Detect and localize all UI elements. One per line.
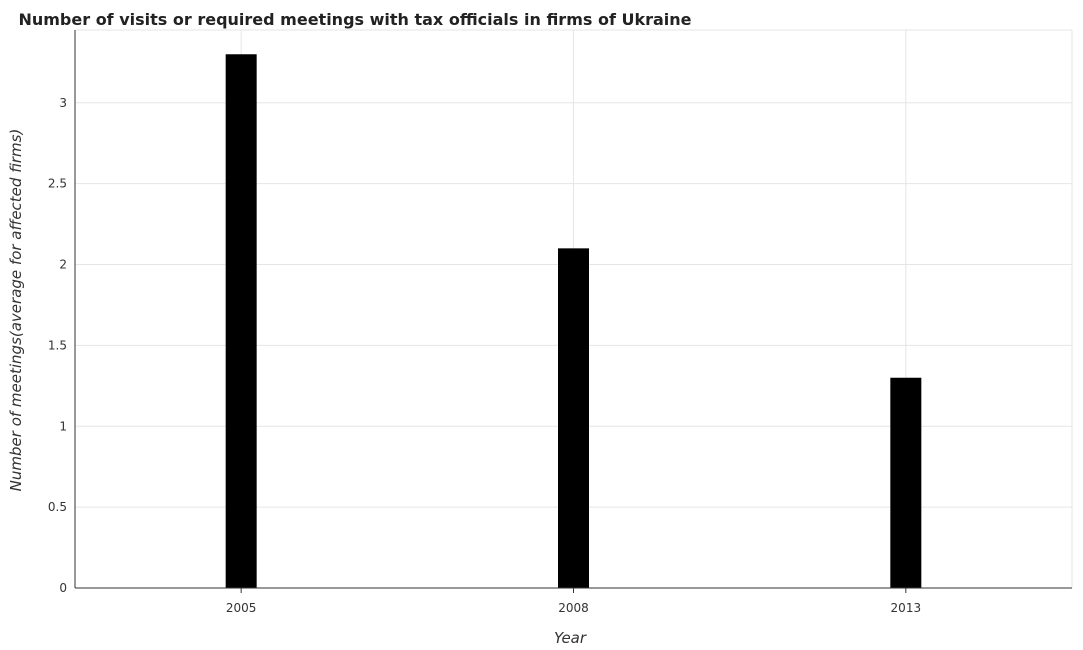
x-axis-label: Year [554,629,587,647]
bar-2008 [558,248,589,588]
x-tick-label: 2008 [558,601,589,615]
y-tick-label: 2 [59,258,67,272]
y-axis-label: Number of meetings(average for affected … [7,129,25,492]
x-tick-label: 2005 [226,601,257,615]
y-tick-label: 1.5 [48,338,67,352]
x-tick-label: 2013 [891,601,922,615]
bars [225,54,922,589]
y-tick-label: 1 [59,419,67,433]
chart-title: Number of visits or required meetings wi… [18,10,691,29]
y-tick-label: 0.5 [48,500,67,514]
y-tick-label: 0 [59,581,67,595]
bar-2005 [225,54,257,589]
axes: 0 0.5 1 1.5 2 2.5 3 2005 2008 2013 [48,30,1072,615]
y-tick-label: 2.5 [48,177,67,191]
bar-2013 [890,377,922,588]
y-tick-label: 3 [59,96,67,110]
